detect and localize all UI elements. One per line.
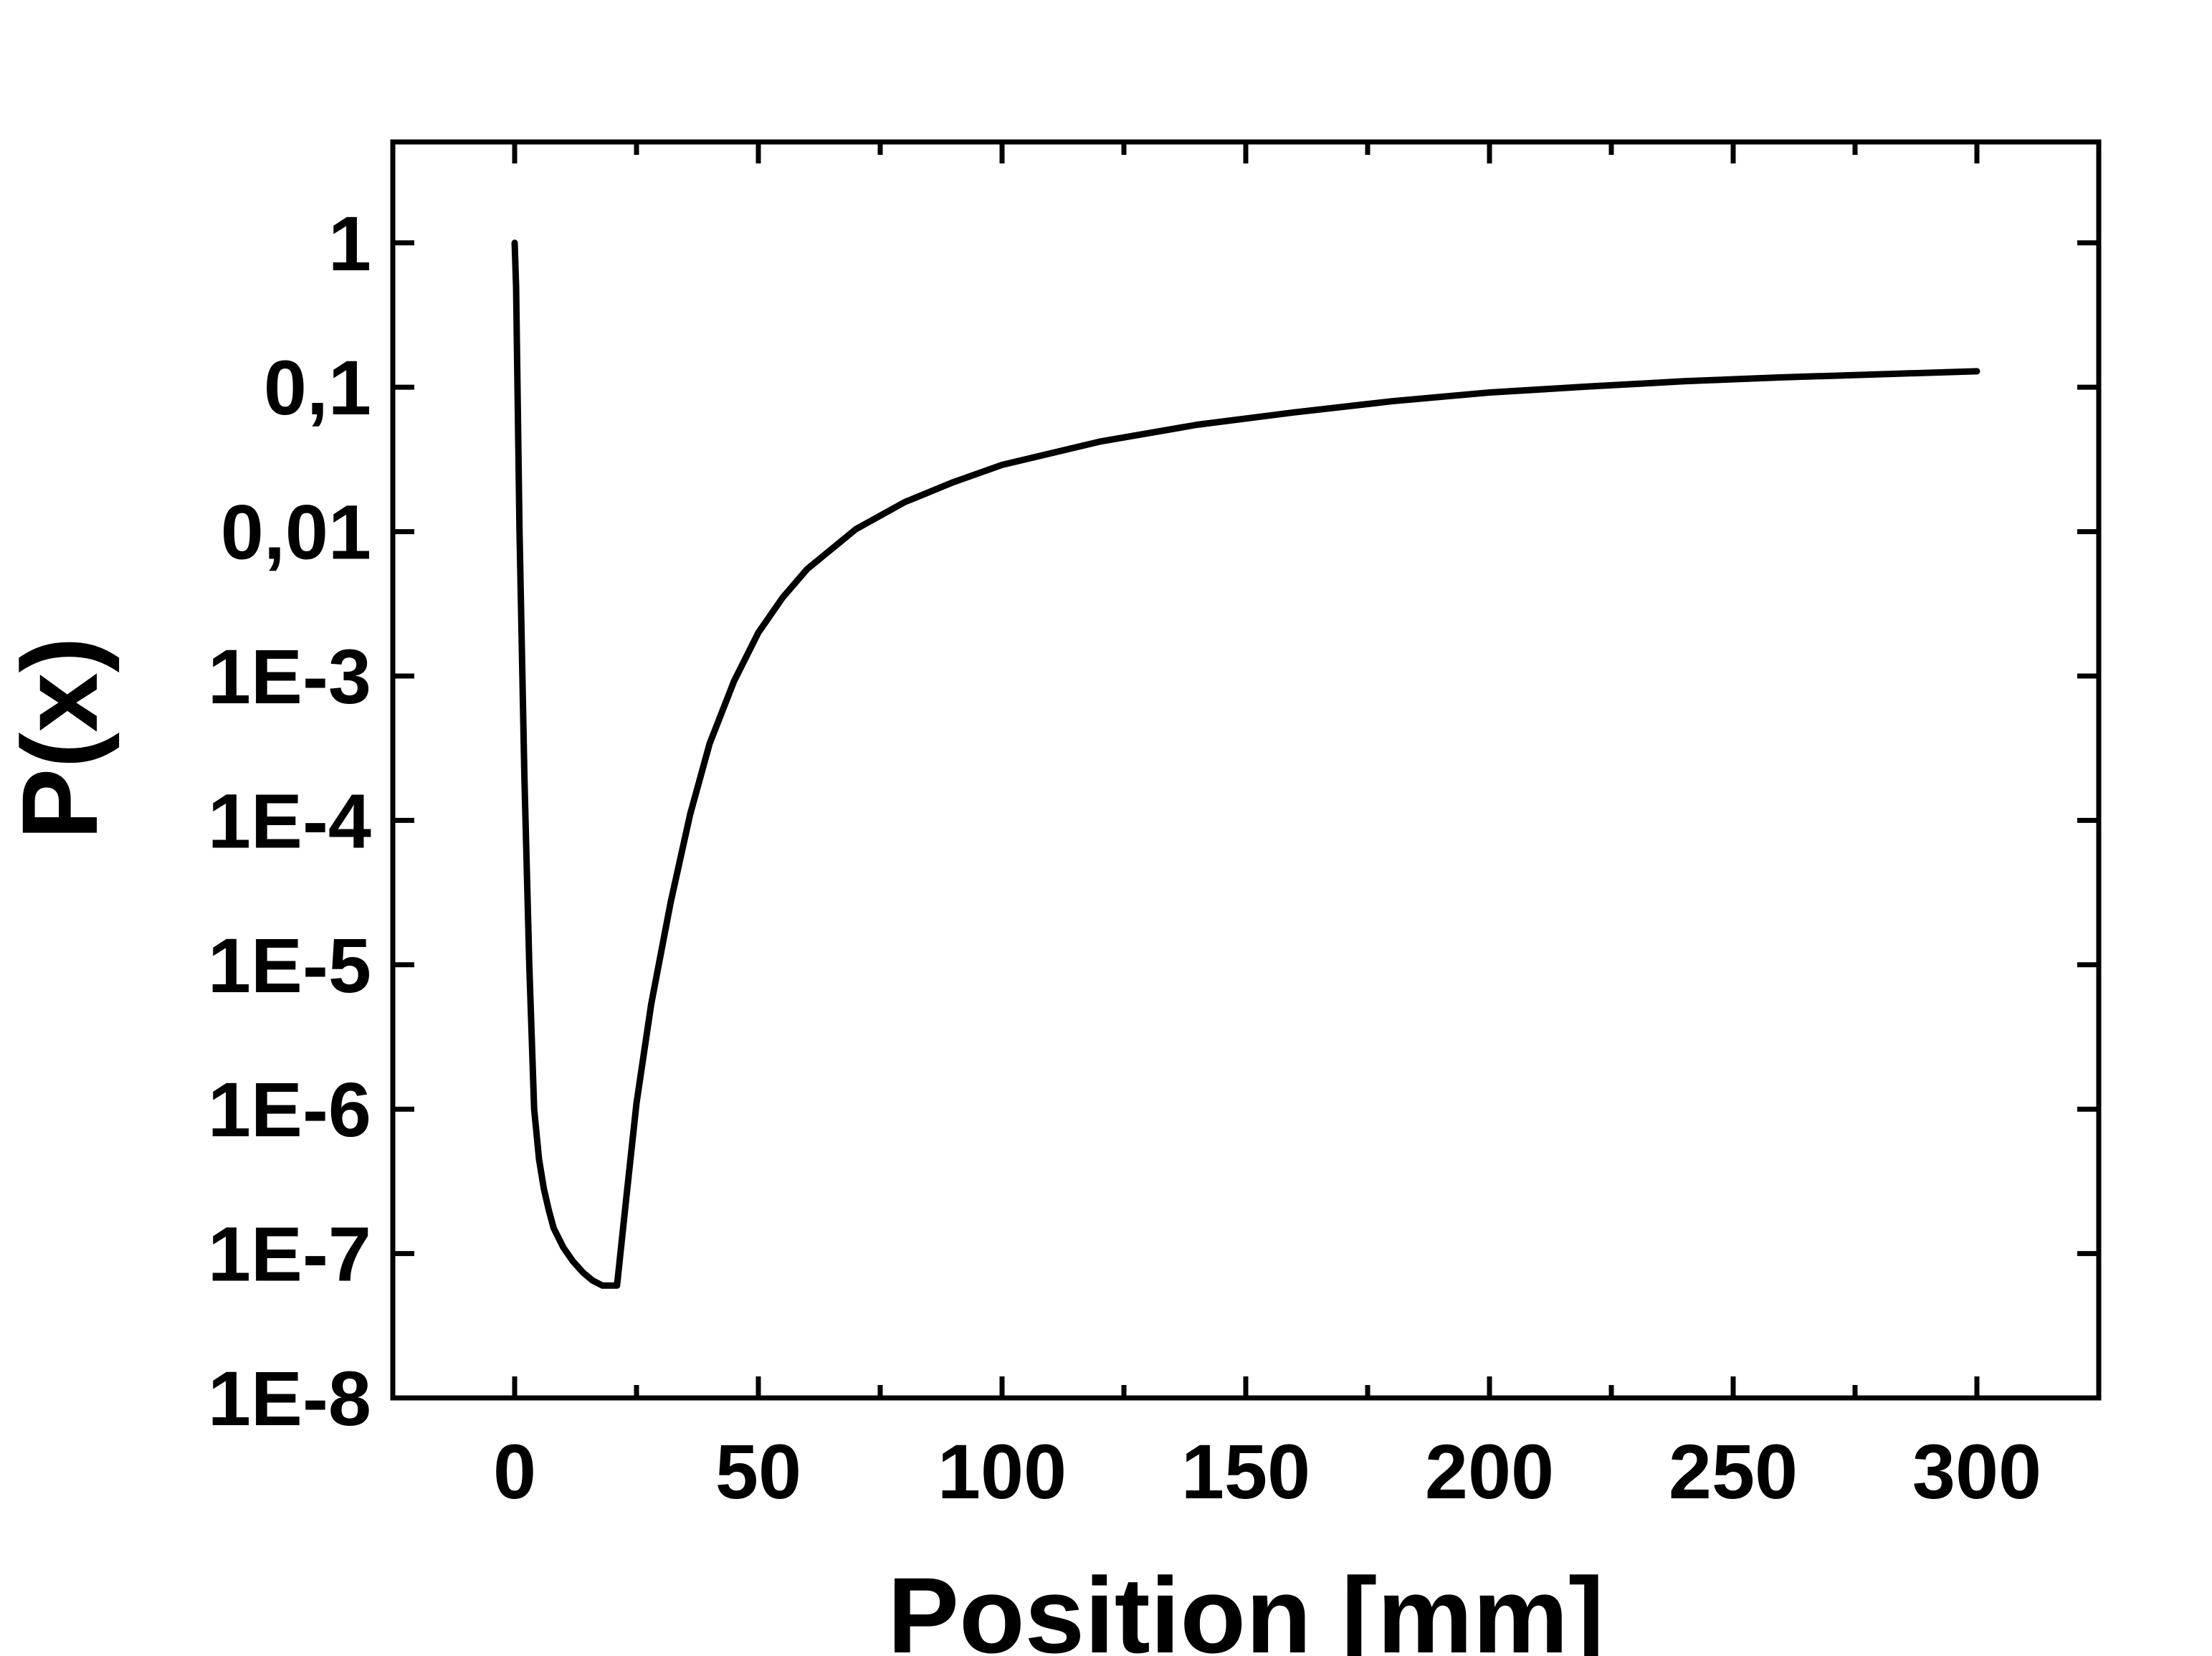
y-tick-label: 1E-6 bbox=[208, 1066, 371, 1153]
x-tick-label: 50 bbox=[715, 1428, 801, 1515]
y-axis: 1 0,1 0,01 1E-3 1E-4 1E-5 1E-6 1E-7 1E-8 bbox=[208, 200, 2099, 1442]
x-tick-label: 100 bbox=[938, 1428, 1067, 1515]
x-axis: 0 50 100 150 200 250 300 bbox=[493, 142, 2041, 1515]
x-tick-label: 250 bbox=[1669, 1428, 1798, 1515]
x-axis-title: Position [mm] bbox=[887, 1555, 1604, 1656]
x-tick-label: 300 bbox=[1912, 1428, 2041, 1515]
y-tick-label: 1E-3 bbox=[208, 633, 371, 720]
x-tick-label: 0 bbox=[493, 1428, 536, 1515]
plot-area bbox=[511, 239, 1980, 1289]
y-tick-label: 0,01 bbox=[221, 489, 371, 576]
y-tick-label: 1E-8 bbox=[208, 1355, 371, 1442]
plot-frame bbox=[390, 139, 2102, 1401]
x-tick-label: 150 bbox=[1181, 1428, 1310, 1515]
series-line bbox=[511, 239, 1980, 1289]
y-axis-title: P(x) bbox=[0, 637, 120, 839]
y-tick-label: 1 bbox=[328, 200, 371, 287]
y-tick-label: 1E-7 bbox=[208, 1211, 371, 1298]
y-tick-label: 1E-4 bbox=[208, 777, 371, 864]
x-tick-label: 200 bbox=[1425, 1428, 1554, 1515]
y-tick-label: 1E-5 bbox=[208, 922, 371, 1009]
y-tick-label: 0,1 bbox=[264, 344, 371, 431]
